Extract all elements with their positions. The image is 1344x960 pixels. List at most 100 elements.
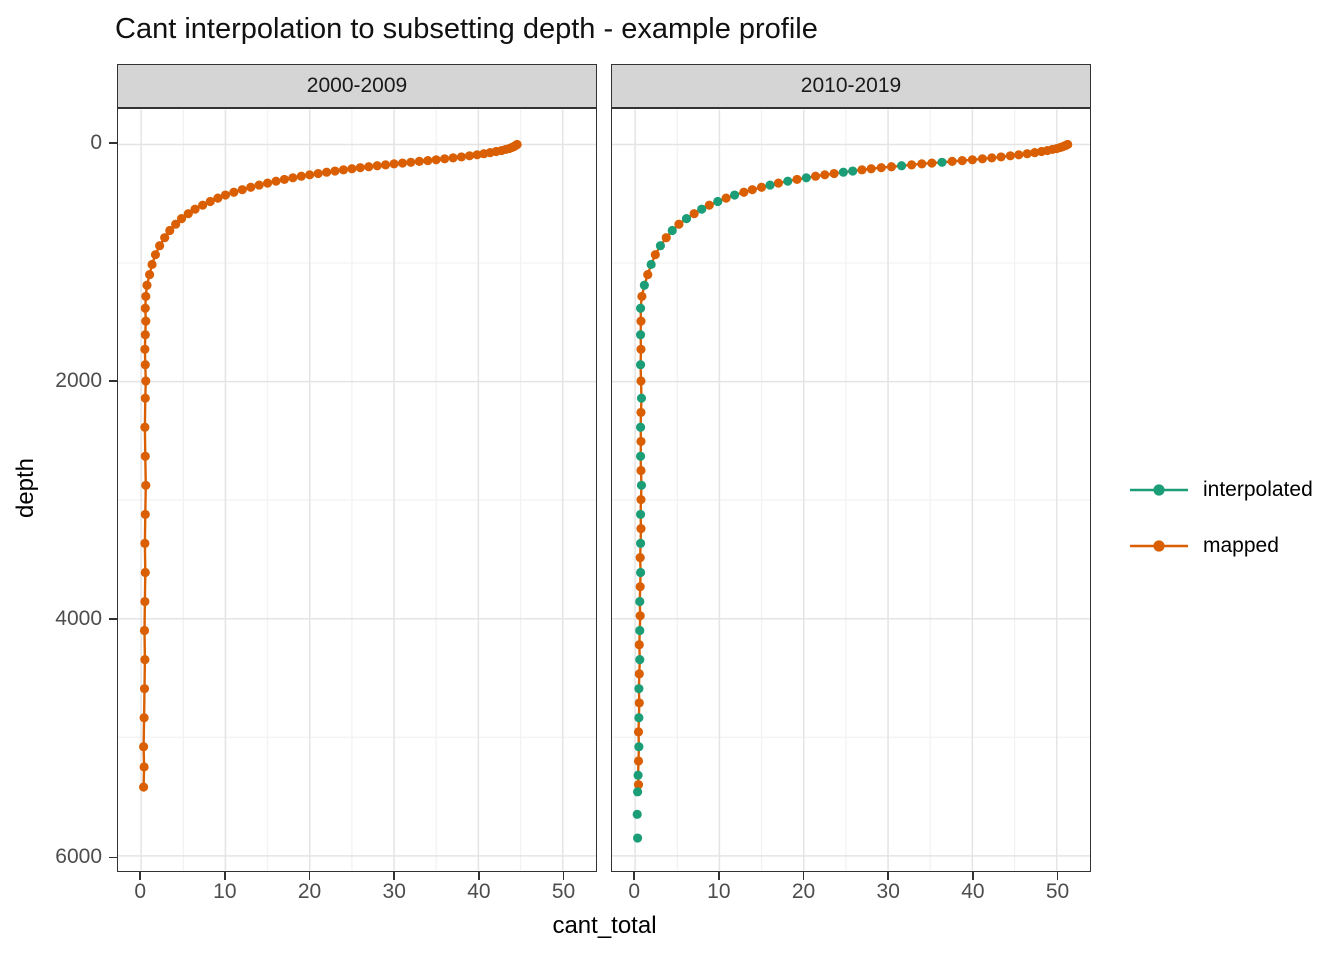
data-point-mapped	[876, 163, 886, 173]
data-point-mapped	[996, 152, 1006, 162]
data-point-mapped	[171, 219, 181, 229]
data-point-mapped	[364, 162, 374, 172]
data-point-mapped	[397, 158, 408, 168]
data-point-mapped	[431, 155, 441, 165]
data-point-mapped	[406, 157, 416, 167]
data-point-interpolated	[713, 196, 723, 207]
y-axis-label: depth	[12, 457, 39, 519]
data-point-mapped	[414, 156, 424, 166]
data-point-mapped	[205, 196, 215, 207]
data-point-mapped	[1014, 150, 1024, 160]
data-point-mapped	[141, 480, 151, 490]
data-point-mapped	[140, 360, 150, 370]
data-point-mapped	[773, 178, 783, 188]
data-point-mapped	[636, 407, 646, 418]
x-tick-label: 30	[382, 880, 406, 903]
data-point-mapped	[866, 164, 876, 174]
data-point-mapped	[636, 316, 646, 326]
data-point-interpolated	[730, 190, 740, 200]
data-point-mapped	[150, 250, 161, 260]
data-point-interpolated	[635, 360, 646, 370]
x-tick-label: 50	[1045, 880, 1070, 903]
data-point-mapped	[140, 596, 150, 607]
data-point-mapped	[372, 161, 382, 171]
data-point-mapped	[464, 151, 475, 161]
data-point-interpolated	[632, 809, 642, 819]
data-point-interpolated	[634, 742, 644, 752]
data-point-interpolated	[635, 451, 646, 461]
data-point-mapped	[347, 164, 357, 174]
facet-strip-left: 2000-2009	[117, 64, 597, 108]
data-point-interpolated	[655, 241, 665, 251]
data-point-mapped	[380, 160, 391, 170]
chart-title: Cant interpolation to subsetting depth -…	[115, 13, 818, 45]
x-tick-mark	[972, 871, 974, 880]
data-point-mapped	[139, 684, 150, 694]
data-point-interpolated	[633, 787, 643, 797]
data-point-mapped	[456, 152, 467, 162]
data-point-interpolated	[765, 180, 775, 190]
data-point-interpolated	[635, 509, 646, 519]
data-point-mapped	[650, 250, 660, 260]
data-point-interpolated	[634, 684, 644, 694]
data-point-mapped	[140, 655, 150, 665]
data-point-interpolated	[783, 176, 793, 186]
x-axis-label: cant_total	[552, 912, 657, 939]
data-point-mapped	[947, 156, 957, 166]
data-point-interpolated	[838, 167, 848, 177]
data-point-mapped	[140, 330, 150, 340]
data-point-mapped	[313, 168, 323, 179]
data-point-mapped	[140, 538, 150, 548]
data-point-mapped	[139, 782, 149, 792]
data-point-mapped	[190, 204, 200, 214]
data-point-mapped	[160, 233, 170, 243]
data-point-mapped	[338, 165, 349, 175]
data-point-mapped	[829, 168, 839, 179]
data-point-mapped	[139, 742, 149, 752]
data-point-mapped	[633, 780, 644, 790]
profile-line	[142, 143, 518, 788]
data-point-mapped	[987, 153, 997, 163]
y-tick-label: 0	[90, 131, 102, 154]
facet-strip-label: 2000-2009	[306, 74, 408, 97]
data-point-interpolated	[635, 422, 646, 432]
legend-dot-icon	[1153, 484, 1165, 496]
data-point-mapped	[305, 170, 315, 180]
data-point-mapped	[957, 155, 967, 166]
data-point-mapped	[165, 225, 175, 236]
data-point-mapped	[721, 193, 731, 203]
legend-label: mapped	[1203, 534, 1279, 557]
data-point-mapped	[967, 155, 977, 165]
data-point-mapped	[254, 180, 264, 190]
data-point-mapped	[140, 422, 150, 432]
data-point-mapped	[271, 176, 281, 186]
x-tick-mark	[478, 871, 480, 880]
data-point-interpolated	[667, 225, 677, 236]
data-point-mapped	[1005, 151, 1015, 161]
x-tick-label: 10	[707, 880, 731, 903]
data-point-mapped	[636, 494, 646, 505]
x-tick-mark	[393, 871, 395, 880]
x-tick-mark	[718, 871, 720, 880]
data-point-interpolated	[848, 166, 858, 176]
data-point-mapped	[246, 182, 256, 192]
data-point-mapped	[636, 344, 646, 354]
data-point-mapped	[633, 727, 644, 737]
data-point-mapped	[140, 509, 150, 519]
data-point-interpolated	[897, 161, 907, 171]
data-point-mapped	[479, 149, 489, 159]
data-point-mapped	[661, 233, 671, 243]
data-point-mapped	[886, 162, 897, 172]
x-tick-label: 20	[297, 880, 322, 903]
y-tick-mark	[109, 618, 117, 621]
legend-item-interpolated: interpolated	[1128, 468, 1313, 512]
facet-strip-label: 2010-2019	[800, 74, 902, 97]
data-point-mapped	[140, 567, 150, 578]
data-point-mapped	[857, 165, 867, 175]
data-point-mapped	[288, 173, 298, 183]
data-point-mapped	[635, 582, 645, 592]
data-point-interpolated	[635, 655, 645, 665]
data-point-mapped	[704, 200, 714, 210]
x-tick-label: 20	[791, 880, 816, 903]
data-point-mapped	[141, 291, 151, 301]
